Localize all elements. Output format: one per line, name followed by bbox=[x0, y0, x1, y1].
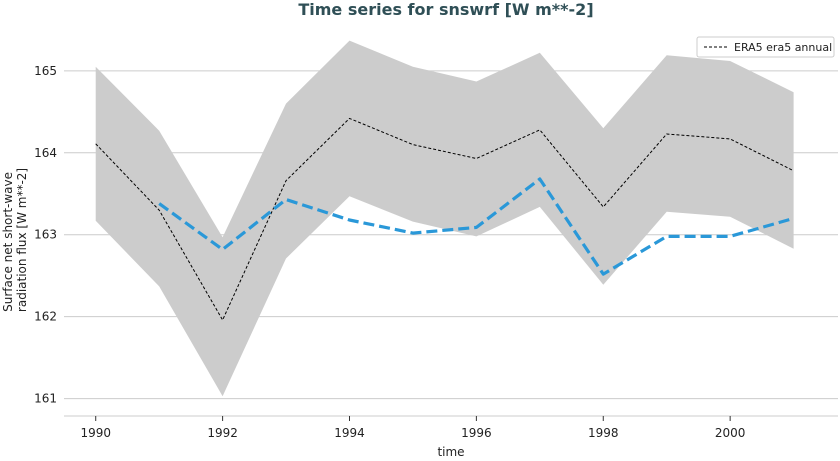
y-tick-label: 161 bbox=[34, 392, 57, 406]
legend: ERA5 era5 annual bbox=[696, 36, 835, 58]
series-line-era5 bbox=[95, 117, 794, 321]
uncertainty-band bbox=[95, 40, 794, 397]
band-area bbox=[95, 40, 794, 397]
y-tick-label: 162 bbox=[34, 310, 57, 324]
y-tick-label: 164 bbox=[34, 146, 57, 160]
x-tick-label: 1998 bbox=[588, 426, 619, 440]
x-tick-label: 1992 bbox=[207, 426, 238, 440]
x-tick-label: 1994 bbox=[334, 426, 365, 440]
y-tick-label: 163 bbox=[34, 228, 57, 242]
chart-title: Time series for snswrf [W m**-2] bbox=[298, 0, 593, 19]
y-tick-label: 165 bbox=[34, 64, 57, 78]
x-tick-label: 2000 bbox=[715, 426, 746, 440]
x-tick-label: 1996 bbox=[461, 426, 492, 440]
x-tick-label: 1990 bbox=[80, 426, 111, 440]
legend-box bbox=[696, 36, 835, 58]
y-axis-label-line-1: Surface net short-wave bbox=[1, 172, 15, 312]
series-lines bbox=[95, 117, 795, 321]
y-axis-label: Surface net short-wave radiation flux [W… bbox=[1, 168, 29, 312]
legend-label-era5: ERA5 era5 annual bbox=[734, 41, 832, 54]
y-axis-label-line-2: radiation flux [W m**-2] bbox=[15, 168, 29, 312]
x-axis-label: time bbox=[437, 445, 464, 457]
axes: 161 162 163 164 165 1990 1992 1994 1996 1998 2000 bbox=[34, 64, 838, 440]
series-line-blue bbox=[158, 177, 795, 276]
